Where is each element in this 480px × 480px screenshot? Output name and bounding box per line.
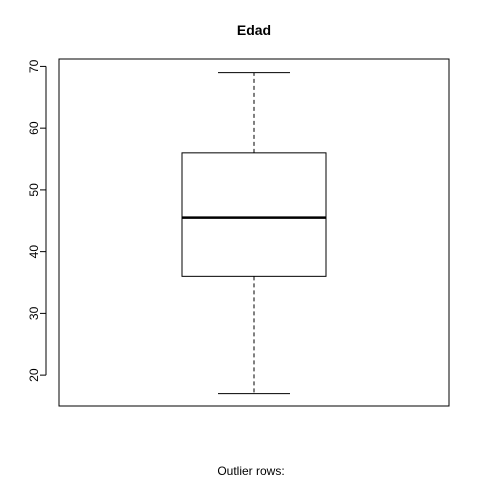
- y-tick-label: 70: [27, 59, 41, 73]
- chart-title: Edad: [237, 22, 271, 38]
- iqr-box: [181, 152, 327, 277]
- outlier-rows-label: Outlier rows:: [217, 464, 284, 478]
- y-tick-label: 50: [27, 183, 41, 197]
- y-tick-label: 30: [27, 306, 41, 320]
- y-tick-label: 40: [27, 245, 41, 259]
- box-group: [181, 72, 327, 395]
- y-tick-label: 20: [27, 368, 41, 382]
- plot-frame: [58, 58, 450, 407]
- y-axis: 20 30 40 50 60 70: [27, 59, 47, 382]
- y-tick-label: 60: [27, 121, 41, 135]
